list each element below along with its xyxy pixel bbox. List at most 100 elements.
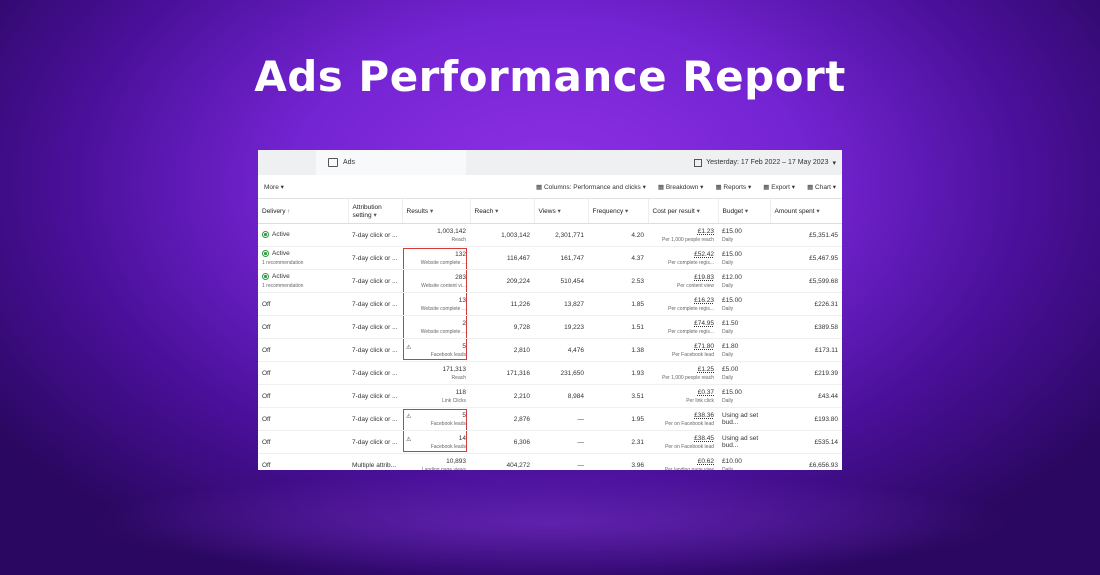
budget-cell: Using ad set bud... — [718, 407, 770, 431]
cost-subtext: Per complete regis... — [668, 259, 714, 266]
column-header[interactable]: Budget — [718, 199, 771, 224]
views-value: 161,747 — [560, 254, 585, 262]
column-header[interactable]: Attribution setting — [348, 199, 403, 224]
cost-subtext: Per content view — [677, 282, 714, 289]
cost-cell: £38.45 Per on Facebook lead — [648, 430, 718, 454]
column-header[interactable]: Results — [402, 199, 471, 224]
views-value: 13,827 — [564, 300, 584, 308]
delivery-value: Off — [262, 346, 271, 354]
budget-cell: £12.00 Daily — [718, 269, 770, 293]
table-row: Active 1 recommendation 7-day click or ...… — [258, 246, 842, 270]
frequency-value: 2.31 — [631, 438, 644, 446]
spent-cell: £43.44 — [770, 384, 842, 408]
results-subtext: Facebook leads — [430, 420, 466, 427]
column-header[interactable]: Frequency — [588, 199, 649, 224]
budget-cell: £1.50 Daily — [718, 315, 770, 339]
frequency-cell: 2.53 — [588, 269, 648, 293]
spent-value: £5,351.45 — [809, 231, 838, 239]
toolbar-button[interactable]: Breakdown — [658, 183, 704, 191]
column-header[interactable]: Amount spent — [770, 199, 842, 224]
delivery-cell: Off — [258, 430, 348, 454]
status-dot — [262, 231, 269, 239]
toolbar-button[interactable]: Columns: Performance and clicks — [536, 183, 646, 191]
views-cell: — — [534, 407, 588, 431]
frequency-value: 1.95 — [631, 415, 644, 423]
reach-cell: 1,003,142 — [470, 223, 534, 247]
views-cell: 161,747 — [534, 246, 588, 270]
column-header[interactable]: Reach — [470, 199, 535, 224]
cost-value: £1.23 — [697, 227, 714, 235]
delivery-cell: Off — [258, 384, 348, 408]
frequency-value: 4.37 — [631, 254, 644, 262]
reach-value: 2,876 — [513, 415, 530, 423]
attribution-cell: 7-day click or ... — [348, 269, 402, 293]
frequency-cell: 1.38 — [588, 338, 648, 362]
attribution-value: 7-day click or ... — [352, 369, 398, 377]
cost-cell: £16.23 Per complete regis... — [648, 292, 718, 316]
delivery-cell: Off — [258, 338, 348, 362]
toolbar-button[interactable]: Chart — [807, 183, 836, 191]
frequency-value: 2.53 — [631, 277, 644, 285]
reach-value: 9,728 — [513, 323, 530, 331]
column-header[interactable]: Cost per result — [648, 199, 719, 224]
cost-value: £52.42 — [694, 250, 714, 258]
budget-value: £15.00 — [722, 388, 742, 396]
results-value: 14 — [458, 434, 466, 442]
frequency-cell: 3.51 — [588, 384, 648, 408]
results-cell: 132 Website complete ... — [402, 246, 470, 270]
budget-value: Using ad set bud... — [722, 412, 759, 426]
reach-cell: 2,810 — [470, 338, 534, 362]
frequency-value: 1.85 — [631, 300, 644, 308]
toolbar-button[interactable]: Export — [763, 183, 795, 191]
more-button[interactable]: More — [264, 183, 284, 191]
reach-cell: 116,467 — [470, 246, 534, 270]
reach-cell: 2,876 — [470, 407, 534, 431]
results-subtext: Website complete ... — [420, 305, 466, 312]
results-value: 1,003,142 — [437, 227, 466, 235]
spent-value: £219.39 — [814, 369, 839, 377]
views-cell: — — [534, 453, 588, 470]
budget-value: £5.00 — [722, 365, 739, 373]
cost-cell: £1.25 Per 1,000 people reach — [648, 361, 718, 385]
spent-value: £389.58 — [814, 323, 839, 331]
table-head: DeliveryAttribution settingResultsReachV… — [258, 199, 842, 224]
date-range[interactable]: Yesterday: 17 Feb 2022 – 17 May 2023 — [694, 150, 836, 175]
column-header[interactable]: Views — [534, 199, 589, 224]
budget-cell: £1.80 Daily — [718, 338, 770, 362]
spent-cell: £6,656.93 — [770, 453, 842, 470]
spent-value: £43.44 — [818, 392, 838, 400]
reach-cell: 209,224 — [470, 269, 534, 293]
results-value: 283 — [455, 273, 466, 281]
table-row: Active 1 recommendation 7-day click or ...… — [258, 269, 842, 293]
delivery-value: Active — [272, 231, 290, 239]
cost-cell: £19.83 Per content view — [648, 269, 718, 293]
results-value: 10,893 — [446, 457, 466, 465]
delivery-cell: Active — [258, 223, 348, 247]
attribution-cell: 7-day click or ... — [348, 361, 402, 385]
column-header[interactable]: Delivery — [258, 199, 349, 224]
views-value: — — [577, 415, 585, 423]
cost-cell: £74.95 Per complete regis... — [648, 315, 718, 339]
spent-value: £173.11 — [814, 346, 838, 354]
delivery-value: Off — [262, 392, 271, 400]
budget-value: £1.80 — [722, 342, 739, 350]
attribution-cell: Multiple attrib... — [348, 453, 402, 470]
views-cell: 231,650 — [534, 361, 588, 385]
delivery-cell: Active 1 recommendation — [258, 246, 348, 270]
results-cell: 118 Link Clicks — [402, 384, 470, 408]
table-row: Off 7-day click or ... 2 Website complete .… — [258, 315, 842, 339]
budget-value: Using ad set bud... — [722, 435, 759, 449]
cost-cell: £71.80 Per Facebook lead — [648, 338, 718, 362]
top-bar: Ads Yesterday: 17 Feb 2022 – 17 May 2023 — [258, 150, 842, 175]
reach-cell: 404,272 — [470, 453, 534, 470]
spent-cell: £389.58 — [770, 315, 842, 339]
tab[interactable]: Ads — [316, 150, 466, 175]
toolbar-button[interactable]: Reports — [715, 183, 751, 191]
cost-subtext: Per complete regis... — [668, 328, 714, 335]
views-value: 2,301,771 — [555, 231, 584, 239]
reach-cell: 2,210 — [470, 384, 534, 408]
spent-cell: £193.80 — [770, 407, 842, 431]
